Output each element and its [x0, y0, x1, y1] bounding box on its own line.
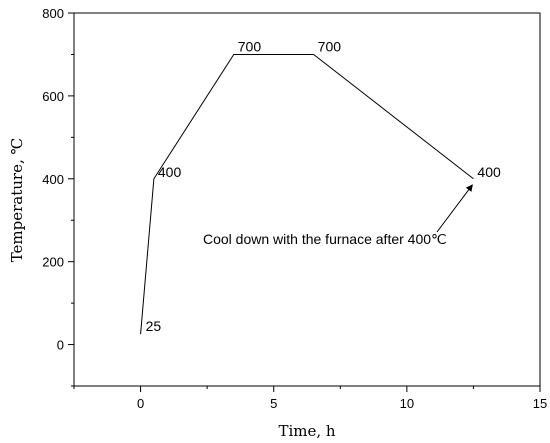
y-tick-label: 800	[42, 6, 64, 21]
x-tick-label: 5	[270, 396, 277, 411]
data-label: 700	[238, 38, 262, 54]
x-axis-ticks: 0 5 10 15	[73, 386, 547, 411]
x-tick-label: 10	[400, 396, 414, 411]
annotation-text: Cool down with the furnace after 400℃	[203, 231, 447, 247]
x-tick-label: 0	[137, 396, 144, 411]
data-label: 25	[146, 318, 162, 334]
data-label: 400	[158, 164, 182, 180]
x-tick-label: 15	[533, 396, 547, 411]
data-label: 700	[318, 38, 342, 54]
y-axis-ticks: 0 200 400 600 800	[42, 6, 74, 387]
y-axis-title: Temperature, ℃	[8, 138, 26, 263]
data-labels: 25 400 700 700 400	[146, 38, 501, 334]
y-tick-label: 400	[42, 172, 64, 187]
temperature-line	[140, 53, 474, 335]
y-tick-label: 200	[42, 255, 64, 270]
y-tick-label: 0	[57, 338, 64, 353]
x-axis-title: Time, h	[278, 422, 335, 440]
y-tick-label: 600	[42, 89, 64, 104]
plot-frame	[73, 12, 541, 387]
data-label: 400	[477, 164, 501, 180]
annotation-arrow	[436, 184, 473, 233]
